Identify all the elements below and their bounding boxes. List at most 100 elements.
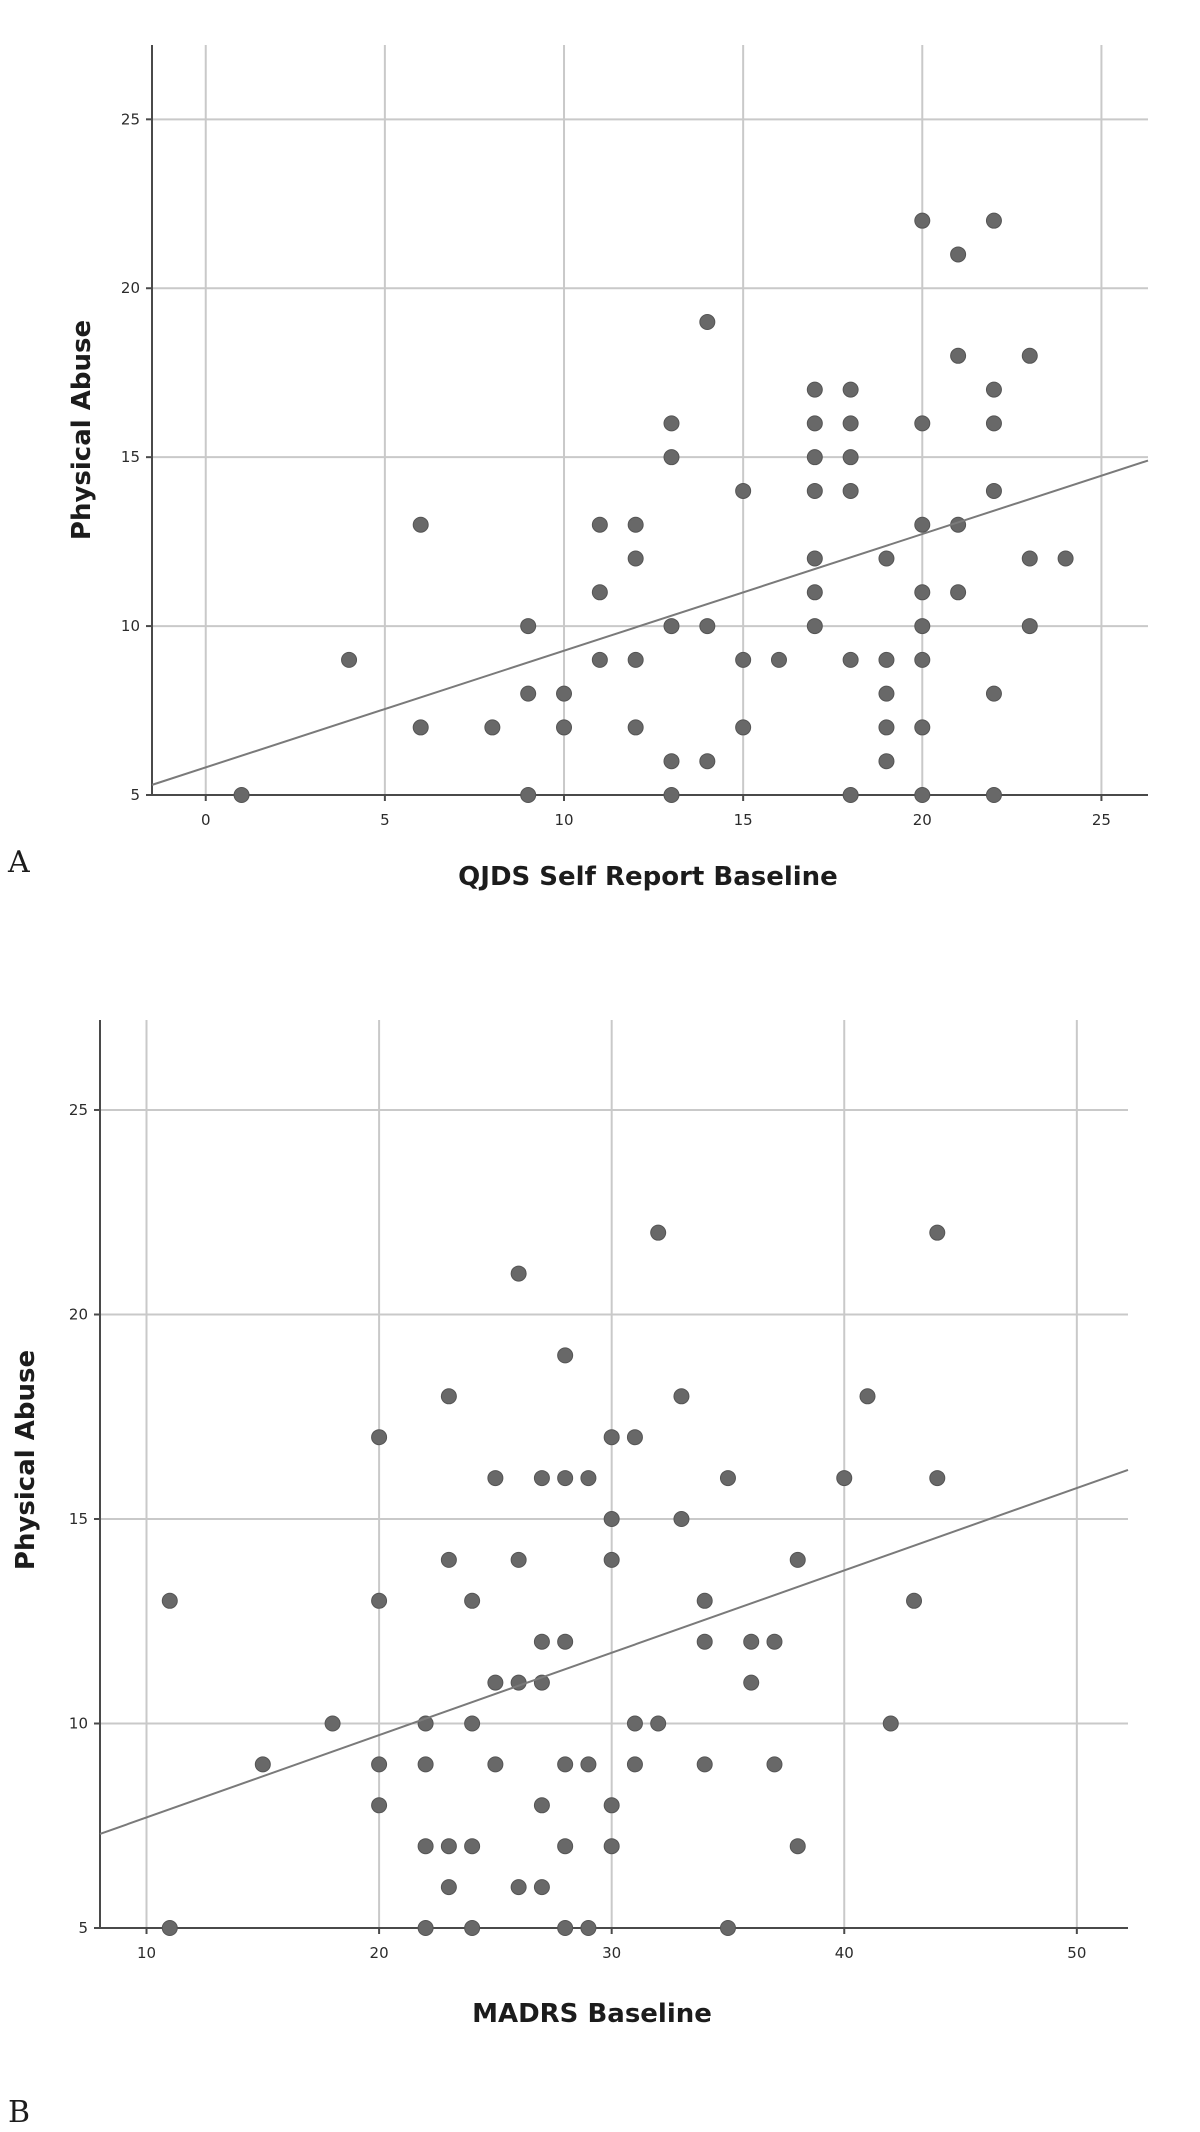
data-point xyxy=(484,719,501,736)
data-point xyxy=(735,719,752,736)
data-point xyxy=(878,719,895,736)
data-point xyxy=(842,415,859,432)
data-point xyxy=(603,1510,620,1527)
data-point xyxy=(417,1756,434,1773)
x-axis-title: QJDS Self Report Baseline xyxy=(458,862,838,892)
data-point xyxy=(603,1797,620,1814)
data-point xyxy=(626,1756,643,1773)
data-point xyxy=(464,1838,481,1855)
data-point xyxy=(417,1838,434,1855)
x-tick-label: 20 xyxy=(913,811,932,829)
data-point xyxy=(254,1756,271,1773)
data-point xyxy=(591,584,608,601)
data-point xyxy=(663,787,680,803)
data-point xyxy=(699,753,716,770)
data-point xyxy=(878,550,895,567)
data-point xyxy=(371,1756,388,1773)
data-point xyxy=(735,651,752,668)
x-tick-label: 10 xyxy=(137,1944,156,1962)
data-point xyxy=(985,482,1002,499)
data-point xyxy=(806,381,823,398)
data-point xyxy=(324,1715,341,1732)
data-point xyxy=(842,482,859,499)
panel-label-a: A xyxy=(7,845,30,880)
data-point xyxy=(533,1633,550,1650)
y-tick-label: 25 xyxy=(121,110,140,128)
data-point xyxy=(412,719,429,736)
data-point xyxy=(627,516,644,533)
data-point xyxy=(985,415,1002,432)
data-point xyxy=(806,449,823,466)
data-point xyxy=(487,1674,504,1691)
data-point xyxy=(743,1633,760,1650)
data-point xyxy=(533,1470,550,1487)
data-point xyxy=(603,1551,620,1568)
data-point xyxy=(1021,347,1038,364)
data-point xyxy=(878,685,895,702)
data-point xyxy=(766,1756,783,1773)
data-point xyxy=(842,449,859,466)
data-point xyxy=(233,787,250,803)
panel-label-b: B xyxy=(8,2095,30,2130)
data-point xyxy=(603,1429,620,1446)
data-point xyxy=(440,1838,457,1855)
y-tick-label: 10 xyxy=(121,617,140,635)
x-tick-label: 25 xyxy=(1092,811,1111,829)
data-point xyxy=(417,1920,434,1936)
data-point xyxy=(591,516,608,533)
data-point xyxy=(412,516,429,533)
data-point xyxy=(882,1715,899,1732)
data-point xyxy=(985,685,1002,702)
data-point xyxy=(464,1592,481,1609)
data-point xyxy=(533,1879,550,1896)
data-point xyxy=(520,618,537,635)
y-tick-label: 25 xyxy=(69,1101,88,1119)
data-point xyxy=(914,212,931,229)
data-point xyxy=(878,753,895,770)
y-tick-label: 15 xyxy=(121,448,140,466)
data-point xyxy=(510,1879,527,1896)
data-point xyxy=(914,651,931,668)
data-point xyxy=(929,1224,946,1241)
data-point xyxy=(699,314,716,331)
data-point xyxy=(663,753,680,770)
data-point xyxy=(789,1838,806,1855)
data-point xyxy=(806,415,823,432)
data-point xyxy=(1021,618,1038,635)
data-point xyxy=(673,1510,690,1527)
data-point xyxy=(627,651,644,668)
data-point xyxy=(520,787,537,803)
data-point xyxy=(696,1633,713,1650)
x-tick-label: 30 xyxy=(602,1944,621,1962)
data-point xyxy=(914,516,931,533)
data-point xyxy=(914,719,931,736)
data-point xyxy=(663,449,680,466)
data-point xyxy=(985,787,1002,803)
y-axis-title: Physical Abuse xyxy=(67,320,97,540)
data-point xyxy=(842,651,859,668)
x-tick-label: 15 xyxy=(734,811,753,829)
fit-line xyxy=(99,1468,1129,1835)
data-point xyxy=(487,1470,504,1487)
data-point xyxy=(440,1879,457,1896)
data-point xyxy=(950,584,967,601)
data-point xyxy=(663,415,680,432)
y-tick-label: 20 xyxy=(69,1305,88,1323)
x-axis-title: MADRS Baseline xyxy=(472,1999,712,2029)
data-point xyxy=(743,1674,760,1691)
data-point xyxy=(510,1265,527,1282)
data-point xyxy=(859,1388,876,1405)
x-tick-label: 10 xyxy=(554,811,573,829)
data-point xyxy=(603,1838,620,1855)
data-point xyxy=(557,1756,574,1773)
data-point xyxy=(533,1797,550,1814)
data-point xyxy=(557,1838,574,1855)
data-point xyxy=(580,1756,597,1773)
x-tick-label: 40 xyxy=(835,1944,854,1962)
x-tick-label: 20 xyxy=(370,1944,389,1962)
y-tick-label: 15 xyxy=(69,1510,88,1528)
data-point xyxy=(735,482,752,499)
data-point xyxy=(836,1470,853,1487)
data-point xyxy=(914,787,931,803)
